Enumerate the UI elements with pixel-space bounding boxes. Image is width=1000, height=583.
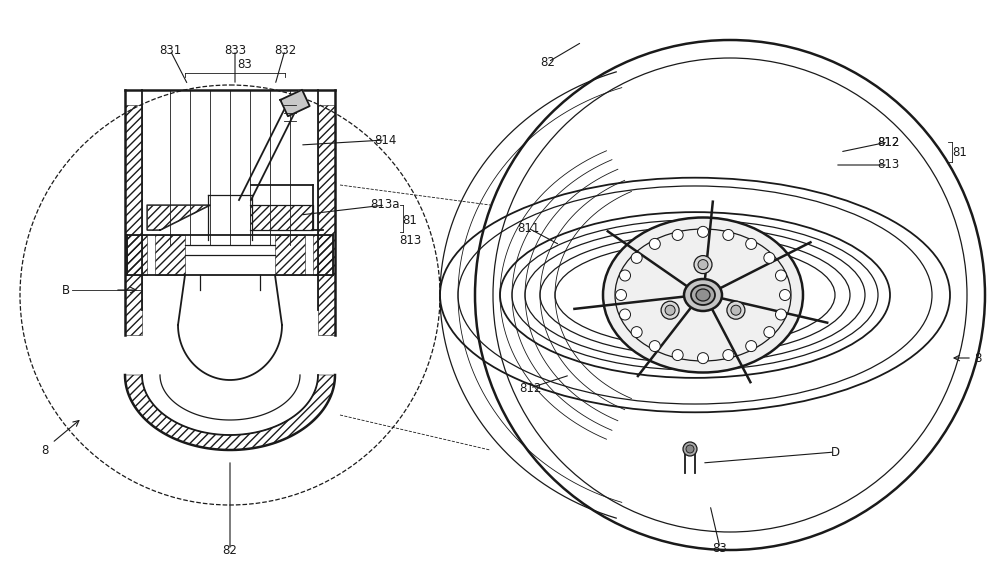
Circle shape: [631, 252, 642, 264]
Circle shape: [649, 238, 660, 250]
Circle shape: [672, 230, 683, 240]
Circle shape: [631, 326, 642, 338]
Circle shape: [727, 301, 745, 319]
Circle shape: [665, 305, 675, 315]
Circle shape: [764, 252, 775, 264]
Text: 82: 82: [223, 543, 237, 557]
Circle shape: [775, 309, 786, 320]
Text: 813: 813: [399, 234, 421, 247]
Circle shape: [661, 301, 679, 319]
Text: 813: 813: [877, 159, 899, 171]
Circle shape: [694, 255, 712, 273]
Bar: [318, 105, 335, 335]
Bar: [275, 235, 305, 275]
Circle shape: [686, 445, 694, 453]
Text: B: B: [62, 283, 70, 297]
Circle shape: [698, 353, 708, 364]
Ellipse shape: [696, 289, 710, 301]
Circle shape: [764, 326, 775, 338]
Text: D: D: [830, 445, 840, 458]
Circle shape: [698, 226, 708, 237]
Text: 83: 83: [713, 542, 727, 554]
Text: 8: 8: [974, 352, 982, 364]
Circle shape: [616, 290, 626, 300]
Text: 832: 832: [274, 44, 296, 57]
Text: 811: 811: [517, 222, 539, 234]
Circle shape: [731, 305, 741, 315]
Ellipse shape: [684, 279, 722, 311]
Ellipse shape: [691, 285, 715, 305]
Circle shape: [620, 309, 631, 320]
Ellipse shape: [603, 217, 803, 373]
Circle shape: [698, 259, 708, 269]
Circle shape: [683, 442, 697, 456]
Bar: [127, 235, 147, 275]
Bar: [155, 235, 185, 275]
Bar: [313, 235, 333, 275]
Circle shape: [746, 238, 757, 250]
Polygon shape: [280, 90, 310, 116]
Circle shape: [672, 350, 683, 360]
Text: 812: 812: [519, 381, 541, 395]
Circle shape: [775, 270, 786, 281]
Text: 83: 83: [238, 58, 252, 72]
Text: 81: 81: [953, 146, 967, 159]
Text: 833: 833: [224, 44, 246, 57]
Circle shape: [723, 350, 734, 360]
Bar: [125, 105, 142, 335]
Circle shape: [723, 230, 734, 240]
Text: 81: 81: [403, 213, 417, 227]
Circle shape: [780, 290, 790, 300]
Circle shape: [746, 340, 757, 352]
Text: 8: 8: [41, 444, 49, 456]
Text: 82: 82: [541, 55, 555, 68]
Text: 812: 812: [877, 135, 899, 149]
Text: 813a: 813a: [370, 198, 400, 212]
Text: 831: 831: [159, 44, 181, 57]
Circle shape: [649, 340, 660, 352]
Circle shape: [620, 270, 631, 281]
Text: 812: 812: [877, 135, 899, 149]
Text: 814: 814: [374, 134, 396, 146]
